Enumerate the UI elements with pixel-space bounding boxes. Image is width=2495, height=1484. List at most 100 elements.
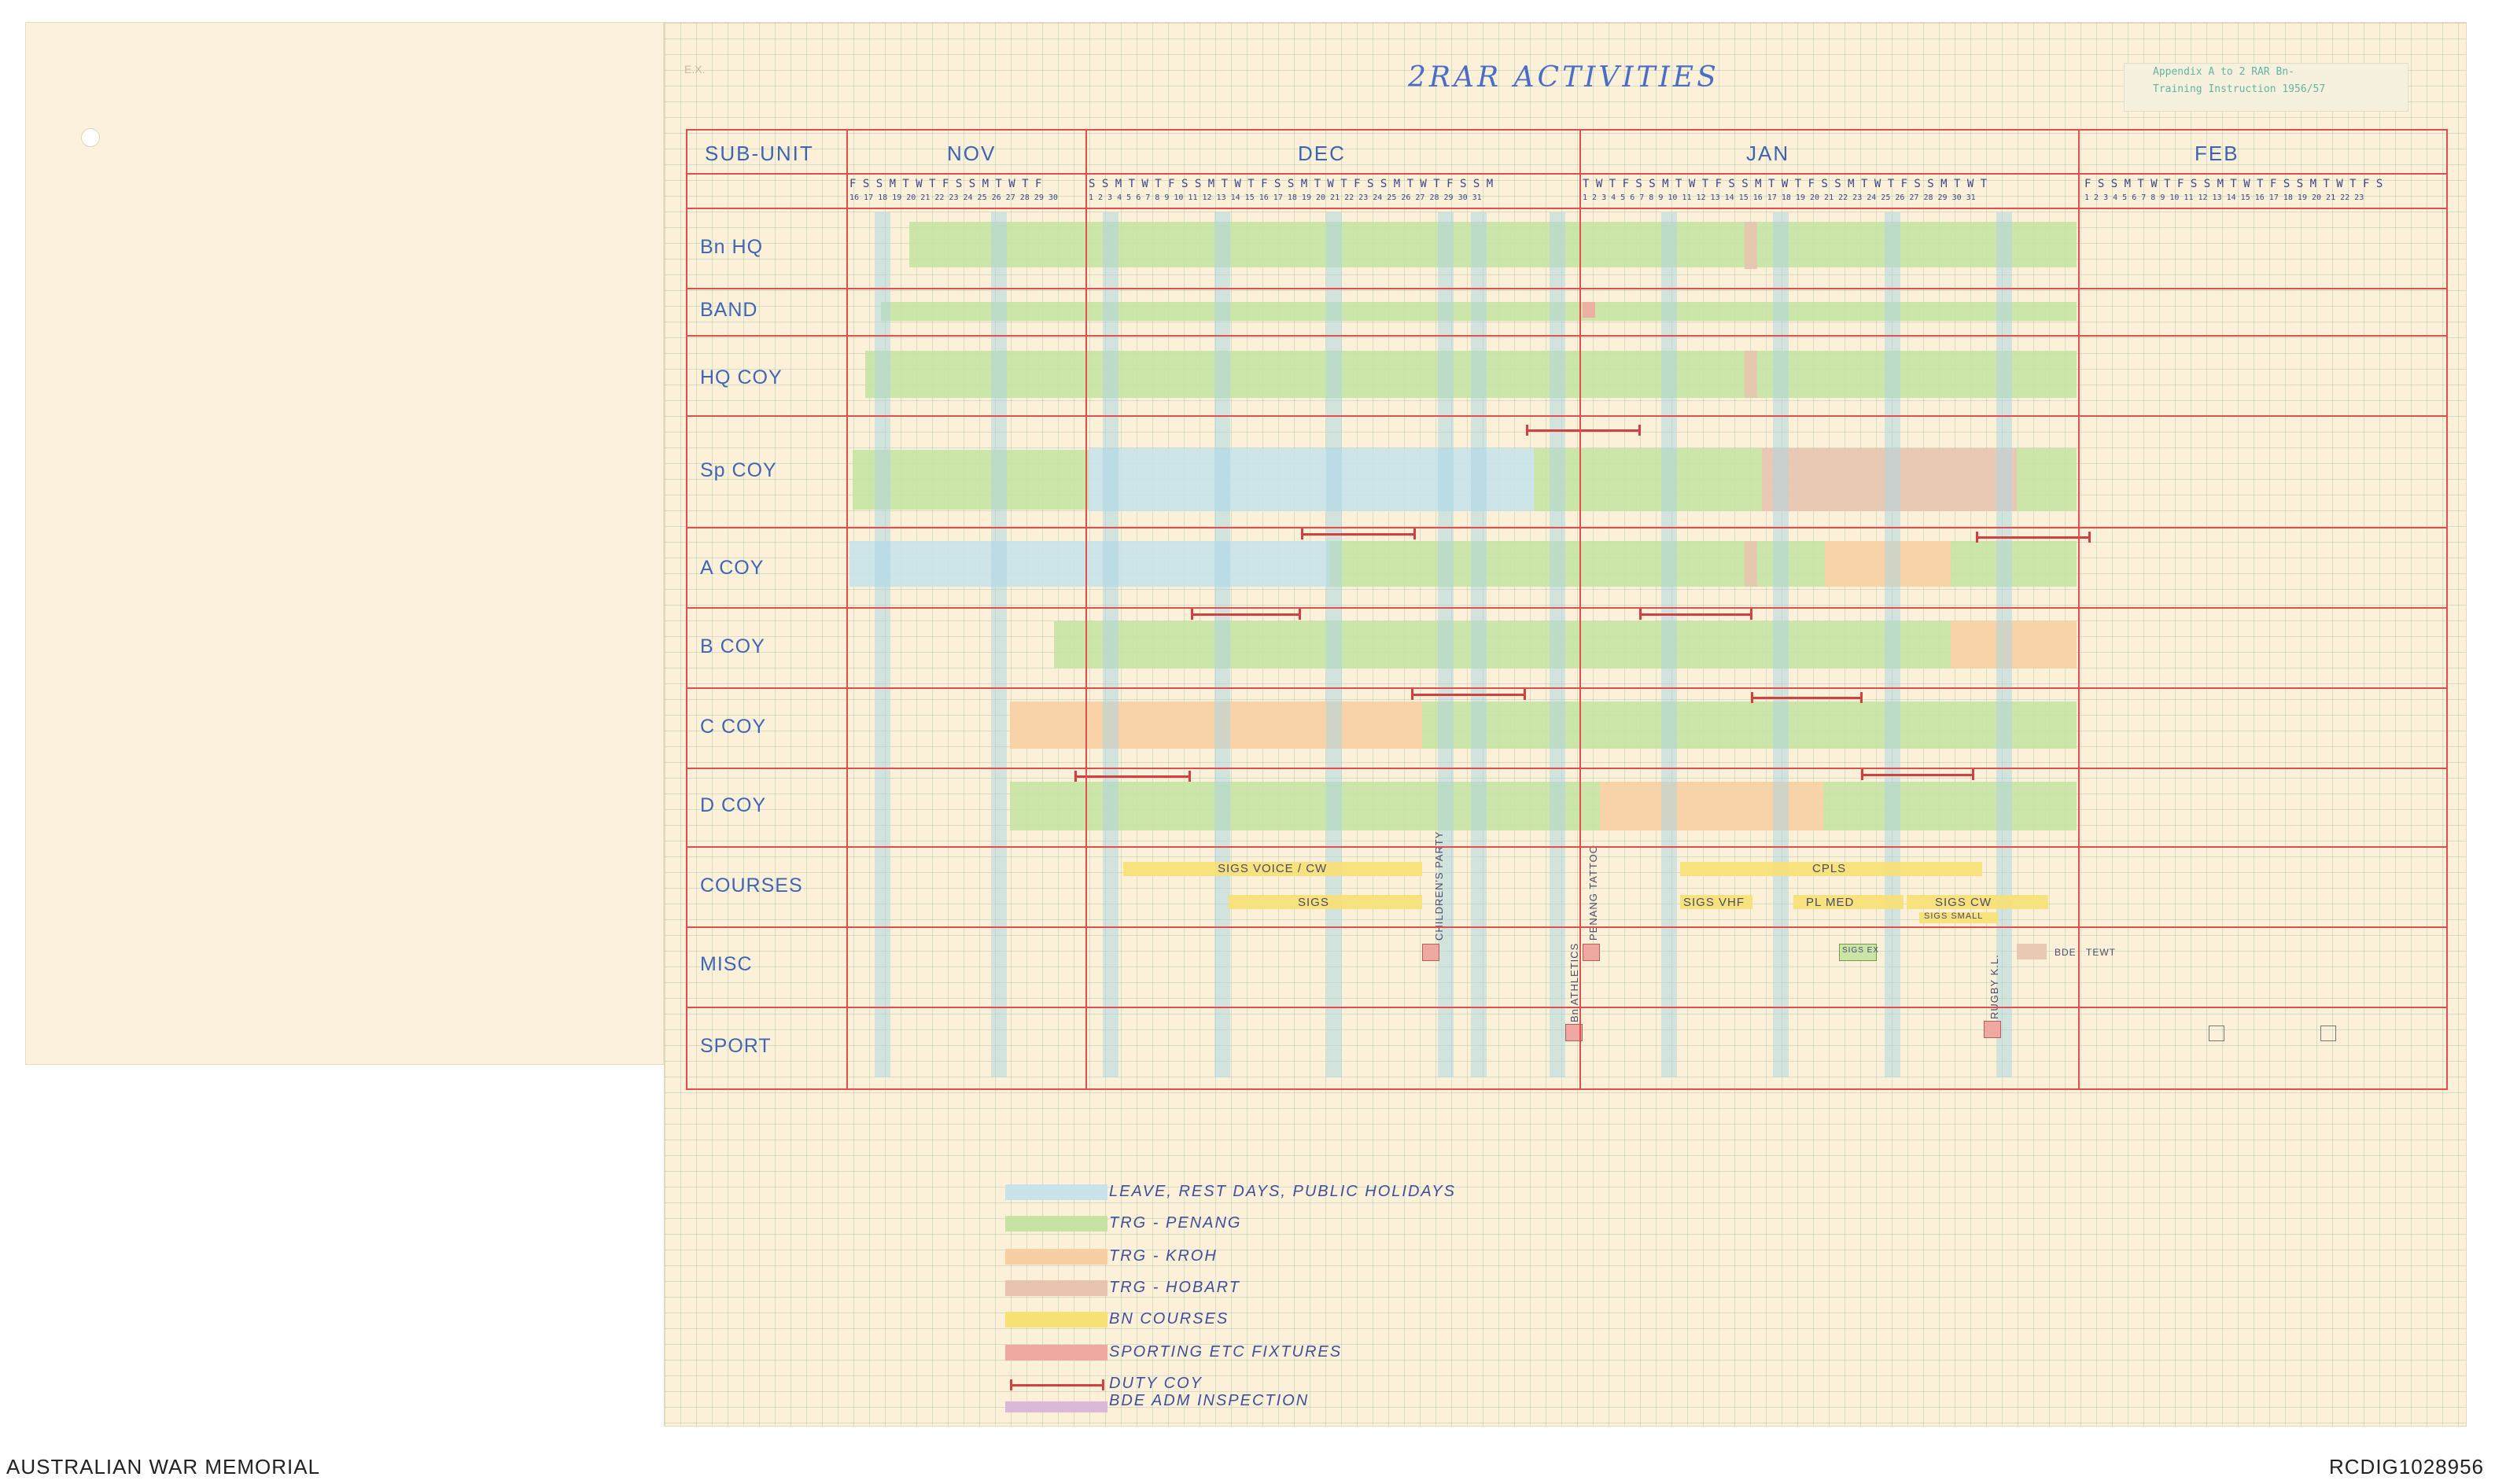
a-coy-penang-bar	[1329, 541, 1825, 587]
unit-a-coy: A COY	[700, 557, 765, 579]
course-cpls	[1680, 862, 1982, 876]
grid-line-h	[686, 926, 2448, 928]
d-coy-penang-bar-2	[1823, 782, 2077, 830]
grid-line-h	[686, 173, 2448, 175]
duty-coy-marker	[1861, 769, 1974, 780]
sigs-voice-cw-label: SIGS VOICE / CW	[1218, 862, 1328, 875]
a-coy-penang-bar-2	[1951, 541, 2077, 587]
legend-swatch-courses	[1005, 1312, 1107, 1327]
empty-box	[2320, 1026, 2336, 1041]
duty-coy-marker	[1074, 771, 1191, 782]
stamp-line-1: Appendix A to 2 RAR Bn-	[2153, 66, 2295, 78]
rest-day-stripe	[875, 212, 890, 1077]
tewt-label: TEWT	[2086, 947, 2116, 958]
grid-line-h	[686, 335, 2448, 337]
dec-day-numbers: 1 2 3 4 5 6 7 8 9 10 11 12 13 14 15 16 1…	[1089, 193, 1482, 202]
punch-hole	[81, 128, 100, 147]
sigs-small-label: SIGS SMALL	[1924, 911, 1984, 921]
sigs-cw-label: SIGS CW	[1935, 896, 1992, 909]
grid-line-h	[686, 129, 2448, 131]
a-coy-leave-bar	[849, 541, 1329, 587]
unit-band: BAND	[700, 299, 758, 321]
grid-line-h	[686, 208, 2448, 209]
dec-day-letters: S S M T W T F S S M T W T F S S M T W T …	[1089, 178, 1494, 190]
unit-b-coy: B COY	[700, 635, 765, 657]
grid-line-h	[686, 607, 2448, 609]
grid-line-unit	[846, 129, 848, 1090]
grid-line-jan	[1579, 129, 1581, 1090]
corner-mark: E.X.	[684, 63, 706, 75]
sub-unit-header: SUB-UNIT	[705, 142, 814, 165]
rest-day-stripe	[1326, 212, 1342, 1077]
month-feb: FEB	[2195, 142, 2239, 165]
grid-line-feb	[2078, 129, 2080, 1090]
unit-c-coy: C COY	[700, 716, 767, 738]
footer-left: AUSTRALIAN WAR MEMORIAL	[6, 1455, 321, 1478]
sp-coy-leave-bar	[1089, 448, 1534, 511]
grid-line-h	[686, 846, 2448, 848]
grid-line-h	[686, 1007, 2448, 1008]
unit-misc: MISC	[700, 953, 753, 975]
legend-swatch-kroh	[1005, 1249, 1107, 1265]
month-nov: NOV	[947, 142, 997, 165]
rest-day-stripe	[1550, 212, 1565, 1077]
grid-line-h	[686, 1088, 2448, 1090]
grid-line-h	[686, 527, 2448, 528]
course-sigs-voice-cw	[1123, 862, 1422, 876]
legend-label-duty: DUTY COY	[1109, 1375, 1203, 1392]
sp-coy-penang-bar-1	[853, 450, 1089, 510]
holiday-mark	[1745, 351, 1757, 398]
legend-label-inspection: BDE ADM INSPECTION	[1109, 1392, 1310, 1409]
course-pl-med	[1793, 895, 1903, 909]
feb-day-numbers: 1 2 3 4 5 6 7 8 9 10 11 12 13 14 15 16 1…	[2084, 193, 2364, 202]
childrens-party-marker	[1422, 944, 1439, 961]
legend-label-penang: TRG - PENANG	[1109, 1214, 1242, 1232]
holiday-mark	[1745, 222, 1757, 269]
course-sigs-cw	[1907, 895, 2048, 909]
sigs-ex-marker	[1839, 944, 1877, 961]
unit-sp-coy: Sp COY	[700, 459, 777, 481]
legend-label-courses: BN COURSES	[1109, 1310, 1229, 1327]
duty-coy-marker	[1526, 425, 1641, 436]
legend-swatch-duty	[1010, 1379, 1104, 1390]
sigs-label: SIGS	[1298, 896, 1329, 909]
footer-right: RCDIG1028956	[2329, 1455, 2484, 1478]
rest-day-stripe	[1996, 212, 2012, 1077]
cpls-label: CPLS	[1812, 862, 1847, 875]
bn-athletics-label: Bn ATHLETICS	[1568, 942, 1580, 1022]
rest-day-stripe	[991, 212, 1007, 1077]
course-sigs	[1229, 895, 1422, 909]
rest-day-stripe	[1661, 212, 1677, 1077]
duty-coy-marker	[1191, 609, 1301, 620]
chart-title: 2RAR ACTIVITIES	[1408, 61, 1719, 94]
legend-swatch-sporting	[1005, 1345, 1107, 1361]
rest-day-stripe	[1438, 212, 1454, 1077]
unit-courses: COURSES	[700, 875, 803, 897]
feb-day-letters: F S S M T W T F S S M T W T F S S M T W …	[2084, 178, 2383, 190]
legend-label-hobart: TRG - HOBART	[1109, 1279, 1240, 1296]
legend-label-kroh: TRG - KROH	[1109, 1247, 1218, 1265]
grid-line-h	[686, 687, 2448, 689]
rest-day-stripe	[1773, 212, 1789, 1077]
course-sigs-vhf	[1680, 895, 1752, 909]
month-dec: DEC	[1298, 142, 1346, 165]
sigs-ex-label: SIGS EX	[1842, 946, 1880, 955]
unit-sport: SPORT	[700, 1035, 772, 1057]
course-sigs-small	[1919, 912, 1998, 923]
legend-swatch-penang	[1005, 1216, 1107, 1232]
bde-tewt-marker	[2017, 944, 2047, 959]
sp-coy-penang-bar-3	[2017, 448, 2077, 511]
nov-day-numbers: 16 17 18 19 20 21 22 23 24 25 26 27 28 2…	[849, 193, 1058, 202]
jan-day-letters: T W T F S S M T W T F S S M T W T F S S …	[1583, 178, 1988, 190]
stamp-line-2: Training Instruction 1956/57	[2153, 83, 2326, 95]
pl-med-label: PL MED	[1806, 896, 1855, 909]
folded-flap	[25, 22, 664, 1065]
bn-hq-penang-bar	[909, 222, 2077, 267]
legend-label-sporting: SPORTING ETC FIXTURES	[1109, 1343, 1343, 1361]
sp-coy-penang-bar-2	[1534, 448, 1762, 511]
rugby-kl-marker	[1984, 1021, 2001, 1038]
d-coy-kroh-bar	[1600, 782, 1823, 830]
d-coy-penang-bar	[1010, 782, 1600, 830]
c-coy-penang-bar	[1422, 701, 2077, 749]
bn-athletics-marker	[1565, 1024, 1583, 1041]
